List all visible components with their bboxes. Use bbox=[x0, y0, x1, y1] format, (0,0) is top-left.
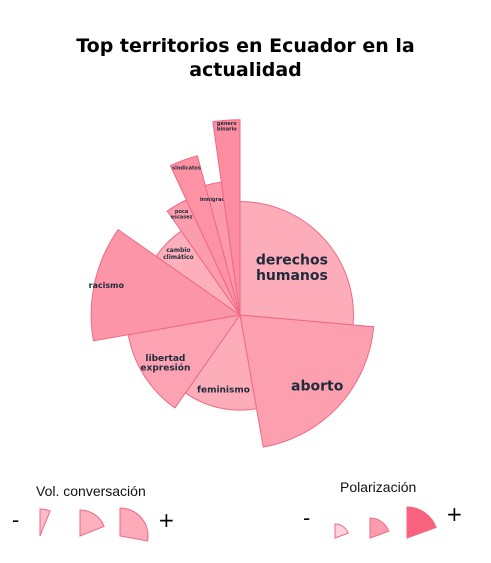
polarization-legend-plus: + bbox=[446, 502, 463, 526]
sector-label-sindicatos: sindicatos bbox=[172, 166, 201, 172]
chart-title-line-2: actualidad bbox=[189, 59, 302, 81]
polarization-legend-title: Polarización bbox=[340, 479, 417, 495]
polarization-legend-wedge-low bbox=[334, 523, 349, 539]
sector-label-feminismo: feminismo bbox=[197, 386, 250, 396]
volume-legend-title: Vol. conversación bbox=[36, 483, 146, 499]
sector-label-derechos-humanos: derechos humanos bbox=[256, 253, 328, 284]
sector-aborto bbox=[239, 314, 375, 448]
volume-legend-plus: + bbox=[158, 508, 175, 532]
sector-derechos-humanos bbox=[239, 201, 354, 326]
polarization-legend-wedge-high bbox=[406, 506, 437, 539]
sector-label-cambio-climático: cambio climático bbox=[163, 247, 194, 261]
volume-legend-wedge-medium bbox=[79, 509, 105, 537]
volume-legend-wedge-small bbox=[39, 508, 51, 537]
sector-libertad-expresión bbox=[127, 314, 242, 409]
sector-sindicatos bbox=[169, 155, 241, 316]
sector-label-libertad-expresión: libertad expresión bbox=[140, 354, 190, 374]
sector-label-aborto: aborto bbox=[291, 379, 344, 395]
volume-legend-minus: - bbox=[12, 508, 20, 532]
chart-title-line-1: Top territorios en Ecuador en la bbox=[76, 35, 415, 57]
sector-label-inmigración: inmigración bbox=[200, 196, 234, 203]
sector-género-binario bbox=[212, 119, 241, 316]
polarization-legend-minus: - bbox=[303, 506, 311, 530]
sector-label-poca-escasez: poca escasez bbox=[171, 209, 193, 221]
sector-racismo bbox=[90, 228, 242, 342]
volume-legend-icons bbox=[39, 507, 149, 542]
volume-legend-wedge-large bbox=[119, 507, 149, 542]
sector-label-racismo: racismo bbox=[89, 281, 125, 290]
sector-label-género-binario: género binario bbox=[217, 120, 237, 133]
polarization-legend-icons bbox=[334, 506, 437, 539]
sector-feminismo bbox=[184, 313, 258, 411]
polarization-legend-wedge-medium bbox=[369, 517, 390, 539]
polar-area-chart: derechos humanos aborto feminismo libertad ex… bbox=[89, 119, 375, 448]
chart-title: Top territorios en Ecuador en la actuali… bbox=[0, 34, 491, 82]
